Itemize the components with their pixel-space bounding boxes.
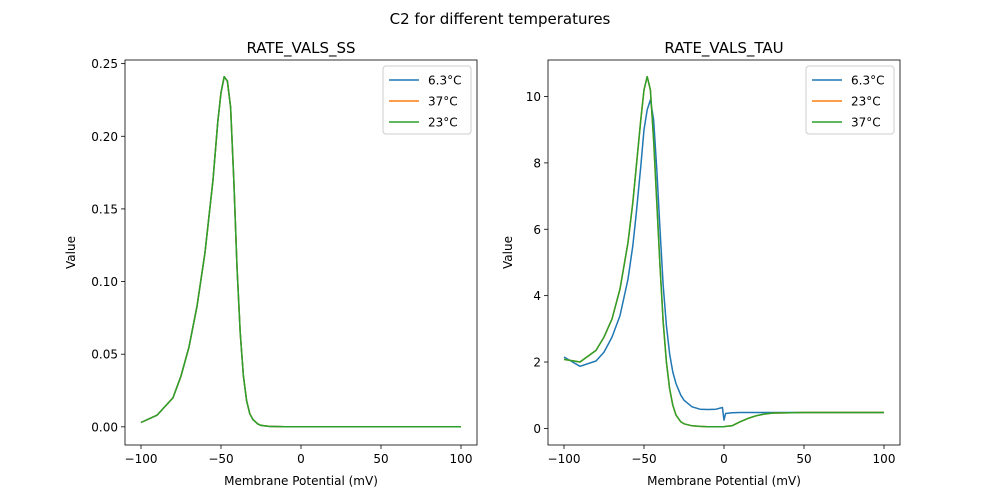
x-axis-label: Membrane Potential (mV) bbox=[224, 474, 378, 488]
legend-label-2: 23°C bbox=[851, 95, 881, 109]
x-axis-label: Membrane Potential (mV) bbox=[647, 474, 801, 488]
y-axis-label: Value bbox=[64, 236, 78, 269]
legend-label-1: 6.3°C bbox=[428, 74, 461, 88]
series-line-3 bbox=[563, 75, 884, 428]
legend: 6.3°C 37°C 23°C bbox=[382, 65, 472, 135]
figure-suptitle: C2 for different temperatures bbox=[390, 10, 611, 28]
x-tick-label: 100 bbox=[873, 452, 896, 466]
legend-label-3: 23°C bbox=[428, 116, 458, 130]
series-line-1 bbox=[563, 99, 884, 421]
legend-box bbox=[805, 65, 895, 135]
series-line-3 bbox=[140, 75, 461, 428]
y-tick-label: 2 bbox=[533, 356, 541, 370]
y-tick-label: 0.05 bbox=[91, 348, 118, 362]
y-axis-label: Value bbox=[501, 236, 515, 269]
legend: 6.3°C 23°C 37°C bbox=[805, 65, 895, 135]
y-tick-label: 0.00 bbox=[91, 420, 118, 434]
y-tick-label: 0.20 bbox=[91, 130, 118, 144]
subplot-1: RATE_VALS_SS −100 −50 0 50 100 0.00 0.05 0.10 0.1… bbox=[64, 39, 478, 488]
legend-box bbox=[382, 65, 472, 135]
subplot-title: RATE_VALS_TAU bbox=[664, 39, 783, 58]
y-tick-label: 0.25 bbox=[91, 57, 118, 71]
y-tick-label: 0.15 bbox=[91, 202, 118, 216]
y-tick-label: 10 bbox=[526, 90, 541, 104]
legend-label-1: 6.3°C bbox=[851, 74, 884, 88]
y-tick-label: 8 bbox=[533, 156, 541, 170]
subplot-2: RATE_VALS_TAU −100 −50 0 50 100 0 2 4 6 8 10 Membran… bbox=[501, 39, 901, 488]
x-tick-label: 50 bbox=[373, 452, 388, 466]
x-tick-label: −50 bbox=[208, 452, 233, 466]
y-tick-label: 4 bbox=[533, 289, 541, 303]
x-tick-label: 0 bbox=[720, 452, 728, 466]
legend-label-3: 37°C bbox=[851, 116, 881, 130]
x-tick-label: 0 bbox=[297, 452, 305, 466]
x-tick-label: −100 bbox=[125, 452, 158, 466]
y-tick-label: 0 bbox=[533, 422, 541, 436]
x-tick-label: 100 bbox=[450, 452, 473, 466]
y-tick-label: 0.10 bbox=[91, 275, 118, 289]
subplot-title: RATE_VALS_SS bbox=[246, 39, 355, 58]
x-tick-label: −100 bbox=[548, 452, 581, 466]
x-tick-label: −50 bbox=[631, 452, 656, 466]
x-tick-label: 50 bbox=[796, 452, 811, 466]
legend-label-2: 37°C bbox=[428, 95, 458, 109]
y-tick-label: 6 bbox=[533, 223, 541, 237]
